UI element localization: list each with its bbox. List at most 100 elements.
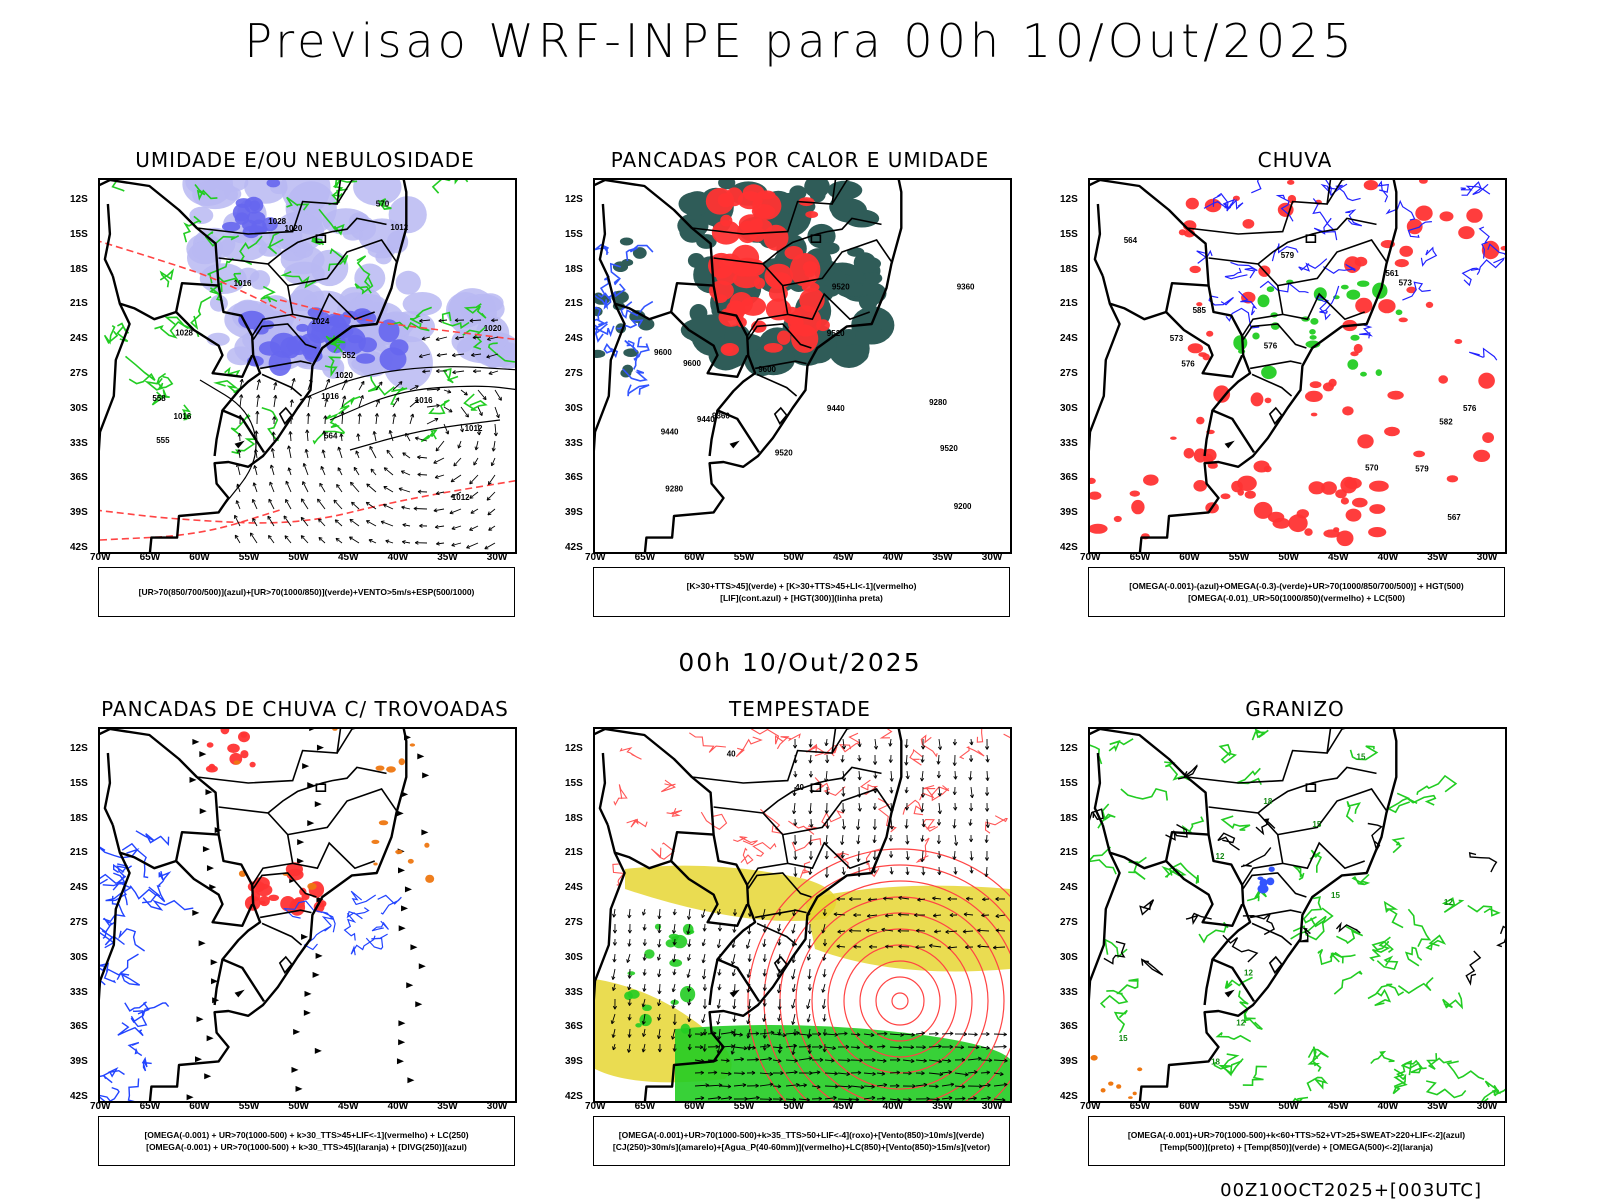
longitude-tick-label: 35W bbox=[1427, 552, 1448, 563]
longitude-tick-label: 30W bbox=[982, 1101, 1003, 1112]
panel-title: GRANIZO bbox=[1035, 697, 1555, 721]
latitude-tick-label: 42S bbox=[565, 542, 583, 553]
longitude-tick-label: 40W bbox=[883, 1101, 904, 1112]
longitude-tick-label: 55W bbox=[239, 1101, 260, 1112]
latitude-tick-label: 18S bbox=[70, 813, 88, 824]
latitude-tick-label: 21S bbox=[1060, 847, 1078, 858]
panel-title: PANCADAS DE CHUVA C/ TROVOADAS bbox=[45, 697, 565, 721]
longitude-tick-label: 70W bbox=[90, 1101, 111, 1112]
panel-title: PANCADAS POR CALOR E UMIDADE bbox=[540, 148, 1060, 172]
contour-label: 15 bbox=[1331, 891, 1340, 900]
latitude-tick-label: 27S bbox=[565, 917, 583, 928]
longitude-tick-label: 70W bbox=[90, 552, 111, 563]
run-footer: 00Z10OCT2025+[003UTC] bbox=[1220, 1180, 1482, 1201]
latitude-tick-label: 18S bbox=[70, 264, 88, 275]
legend-line: [CJ(250)>30m/s](amarelo)+[Agua_P(40-60mm… bbox=[613, 1141, 990, 1153]
panel-legend: [OMEGA(-0.001)-(azul)+OMEGA(-0.3)-(verde… bbox=[1088, 567, 1505, 617]
latitude-tick-label: 24S bbox=[1060, 882, 1078, 893]
latitude-tick-label: 36S bbox=[70, 472, 88, 483]
latitude-tick-label: 12S bbox=[1060, 194, 1078, 205]
latitude-tick-label: 18S bbox=[1060, 813, 1078, 824]
latitude-tick-label: 15S bbox=[1060, 229, 1078, 240]
latitude-tick-label: 30S bbox=[70, 952, 88, 963]
time-subtitle: 00h 10/Out/2025 bbox=[0, 648, 1600, 677]
latitude-tick-label: 42S bbox=[1060, 542, 1078, 553]
longitude-tick-label: 60W bbox=[189, 1101, 210, 1112]
latitude-tick-label: 21S bbox=[565, 298, 583, 309]
contour-label: 18 bbox=[1211, 1058, 1220, 1067]
contour-label: 1012 bbox=[465, 424, 483, 433]
latitude-tick-label: 12S bbox=[565, 194, 583, 205]
longitude-tick-label: 50W bbox=[288, 552, 309, 563]
longitude-tick-label: 60W bbox=[684, 1101, 705, 1112]
latitude-tick-label: 36S bbox=[70, 1021, 88, 1032]
legend-line: [K>30+TTS>45](verde) + [K>30+TTS>45+LI<-… bbox=[687, 580, 917, 592]
longitude-tick-label: 45W bbox=[338, 1101, 359, 1112]
contour-label: 1020 bbox=[285, 224, 303, 233]
legend-line: [LIF](cont.azul) + [HGT(300)](linha pret… bbox=[720, 592, 883, 604]
latitude-tick-label: 12S bbox=[70, 743, 88, 754]
longitude-tick-label: 40W bbox=[1378, 1101, 1399, 1112]
latitude-tick-label: 42S bbox=[1060, 1091, 1078, 1102]
contour-label: 15 bbox=[1312, 820, 1321, 829]
latitude-tick-label: 27S bbox=[70, 917, 88, 928]
weather-map-panel bbox=[98, 727, 517, 1103]
contour-label: 582 bbox=[1439, 417, 1453, 426]
longitude-tick-label: 50W bbox=[288, 1101, 309, 1112]
latitude-tick-label: 33S bbox=[1060, 438, 1078, 449]
contour-label: 558 bbox=[152, 394, 166, 403]
longitude-tick-label: 70W bbox=[585, 552, 606, 563]
latitude-tick-label: 15S bbox=[565, 778, 583, 789]
legend-line: [OMEGA(-0.001) + UR>70(1000-500) + k>30_… bbox=[146, 1141, 467, 1153]
latitude-tick-label: 30S bbox=[1060, 952, 1078, 963]
contour-label: 561 bbox=[1385, 269, 1399, 278]
contour-label: 9360 bbox=[712, 412, 730, 421]
latitude-tick-label: 39S bbox=[1060, 507, 1078, 518]
longitude-tick-label: 35W bbox=[1427, 1101, 1448, 1112]
longitude-tick-label: 60W bbox=[189, 552, 210, 563]
longitude-tick-label: 50W bbox=[783, 1101, 804, 1112]
panel-legend: [OMEGA(-0.001)+UR>70(1000-500)+k<60+TTS>… bbox=[1088, 1116, 1505, 1166]
contour-label: 1028 bbox=[175, 329, 193, 338]
longitude-tick-label: 30W bbox=[1477, 1101, 1498, 1112]
latitude-tick-label: 30S bbox=[1060, 403, 1078, 414]
latitude-tick-label: 27S bbox=[70, 368, 88, 379]
contour-label: 1016 bbox=[174, 412, 192, 421]
longitude-tick-label: 50W bbox=[783, 552, 804, 563]
longitude-tick-label: 60W bbox=[684, 552, 705, 563]
latitude-tick-label: 18S bbox=[565, 813, 583, 824]
latitude-tick-label: 21S bbox=[70, 298, 88, 309]
latitude-tick-label: 27S bbox=[565, 368, 583, 379]
longitude-tick-label: 40W bbox=[1378, 552, 1399, 563]
latitude-tick-label: 36S bbox=[1060, 472, 1078, 483]
latitude-tick-label: 42S bbox=[70, 542, 88, 553]
latitude-tick-label: 33S bbox=[70, 438, 88, 449]
contour-label: 9360 bbox=[957, 283, 975, 292]
contour-label: 15 bbox=[1119, 1034, 1128, 1043]
legend-line: [UR>70(850/700/500)](azul)+[UR>70(1000/8… bbox=[139, 586, 475, 598]
longitude-tick-label: 65W bbox=[1130, 552, 1151, 563]
longitude-tick-label: 30W bbox=[487, 552, 508, 563]
contour-label: 12 bbox=[1244, 969, 1253, 978]
contour-label: 9600 bbox=[683, 359, 701, 368]
longitude-tick-label: 40W bbox=[883, 552, 904, 563]
legend-line: [OMEGA(-0.01)_UR>50(1000/850)(vermelho) … bbox=[1188, 592, 1405, 604]
contour-label: 9200 bbox=[954, 502, 972, 511]
longitude-tick-label: 55W bbox=[239, 552, 260, 563]
latitude-tick-label: 39S bbox=[565, 507, 583, 518]
contour-label: 12 bbox=[1444, 898, 1453, 907]
longitude-tick-label: 65W bbox=[635, 552, 656, 563]
latitude-tick-label: 15S bbox=[1060, 778, 1078, 789]
longitude-tick-label: 35W bbox=[437, 1101, 458, 1112]
longitude-tick-label: 65W bbox=[140, 552, 161, 563]
longitude-tick-label: 55W bbox=[734, 552, 755, 563]
panel-title: UMIDADE E/OU NEBULOSIDADE bbox=[45, 148, 565, 172]
contour-label: 573 bbox=[1399, 278, 1413, 287]
contour-label: 585 bbox=[1193, 306, 1207, 315]
longitude-tick-label: 45W bbox=[1328, 552, 1349, 563]
longitude-tick-label: 60W bbox=[1179, 1101, 1200, 1112]
